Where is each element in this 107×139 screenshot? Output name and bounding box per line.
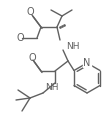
Bar (83, 59, 91, 66)
Text: NH: NH (45, 83, 59, 91)
Text: NH: NH (66, 42, 80, 50)
Text: O: O (26, 7, 34, 17)
Text: N: N (83, 58, 91, 68)
Text: O: O (16, 33, 24, 43)
Text: O: O (28, 53, 36, 63)
